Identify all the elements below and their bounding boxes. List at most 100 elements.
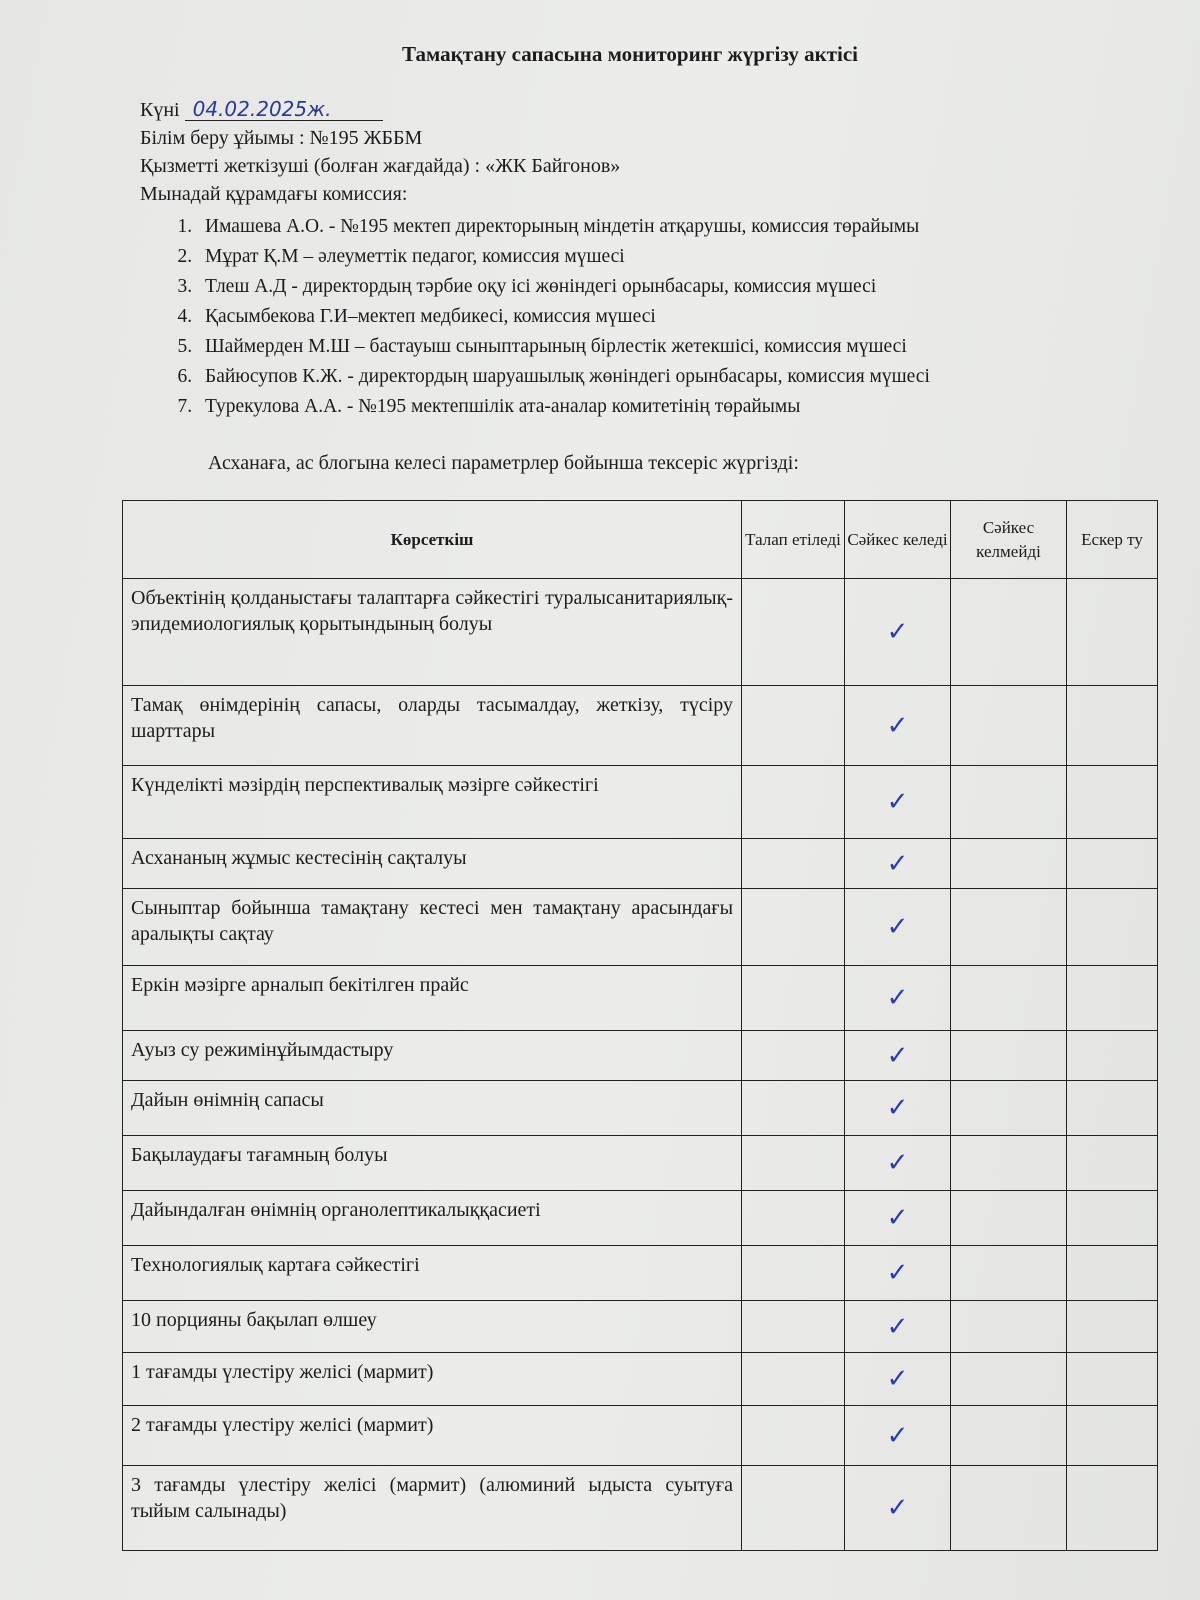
date-line: Күні 04.02.2025ж. [140,96,620,124]
check-mark-icon: ✓ [886,1258,909,1288]
not-complies-cell [950,578,1067,686]
not-complies-cell [950,1465,1067,1551]
note-cell [1066,965,1158,1031]
required-cell [741,1245,845,1301]
check-mark-icon: ✓ [886,617,909,647]
check-mark-icon: ✓ [886,1420,909,1451]
note-cell [1066,1465,1158,1551]
table-row: Күнделікті мәзірдің перспективалық мәзір… [122,765,1158,839]
indicator-cell: Күнделікті мәзірдің перспективалық мәзір… [122,765,742,839]
indicator-cell: Технологиялық картаға сәйкестігі [122,1245,742,1301]
indicator-cell: Дайындалған өнімнің органолептикалыққаси… [122,1190,742,1246]
required-cell [741,685,845,766]
note-cell [1066,1352,1158,1406]
required-cell [741,1080,845,1136]
not-complies-cell [950,1030,1067,1081]
check-mark-icon: ✓ [886,1148,909,1178]
note-cell [1066,1030,1158,1081]
required-cell [741,1465,845,1551]
header-complies: Сәйкес келеді [844,500,951,579]
supplier: Қызметті жеткізуші (болған жағдайда) : «… [140,155,621,177]
complies-cell: ✓ [844,578,951,686]
table-row: Дайындалған өнімнің органолептикалыққаси… [122,1190,1158,1246]
header-not-complies: Сәйкес келмейді [950,500,1067,579]
check-mark-icon: ✓ [886,1093,909,1123]
not-complies-cell [950,1135,1067,1191]
check-mark-icon: ✓ [886,1040,909,1071]
note-cell [1066,578,1158,686]
complies-cell: ✓ [844,1030,951,1081]
date-label: Күні [140,99,180,121]
complies-cell: ✓ [844,1352,951,1406]
not-complies-cell [950,965,1067,1031]
not-complies-cell [950,1190,1067,1246]
required-cell [741,1352,845,1406]
indicator-cell: 1 тағамды үлестіру желісі (мармит) [122,1352,742,1406]
commission-member: Тлеш А.Д - директордың тәрбие оқу ісі жө… [197,272,930,302]
indicator-cell: Дайын өнімнің сапасы [122,1080,742,1136]
complies-cell: ✓ [844,1135,951,1191]
note-cell [1066,838,1158,889]
check-mark-icon: ✓ [886,1493,909,1523]
table-body: Объектінің қолданыстағы талаптарға сәйке… [122,578,1158,1551]
commission-label: Мынадай құрамдағы комиссия: [140,183,408,205]
complies-cell: ✓ [844,965,951,1031]
required-cell [741,1300,845,1353]
table-row: Ауыз су режимінұйымдастыру ✓ [122,1030,1158,1081]
table-row: Тамақ өнімдерінің сапасы, оларды тасымал… [122,685,1158,766]
commission-list: Имашева А.О. - №195 мектеп директорының … [165,212,930,422]
commission-member: Мұрат Қ.М – әлеуметтік педагог, комиссия… [197,242,930,272]
check-mark-icon: ✓ [886,1203,909,1233]
required-cell [741,578,845,686]
check-mark-icon: ✓ [886,1311,909,1342]
indicator-cell: Еркін мәзірге арналып бекітілген прайс [122,965,742,1031]
table-row: 2 тағамды үлестіру желісі (мармит) ✓ [122,1405,1158,1466]
note-cell [1066,1080,1158,1136]
header-note: Ескер ту [1066,500,1158,579]
not-complies-cell [950,888,1067,966]
table-row: Еркін мәзірге арналып бекітілген прайс ✓ [122,965,1158,1031]
table-row: 10 порцияны бақылап өлшеу ✓ [122,1300,1158,1353]
complies-cell: ✓ [844,1405,951,1466]
indicator-cell: Ауыз су режимінұйымдастыру [122,1030,742,1081]
table-row: 1 тағамды үлестіру желісі (мармит) ✓ [122,1352,1158,1406]
complies-cell: ✓ [844,1190,951,1246]
table-row: Бақылаудағы тағамның болуы ✓ [122,1135,1158,1191]
document-meta: Күні 04.02.2025ж. Білім беру ұйымы : №19… [140,96,620,208]
table-row: Технологиялық картаға сәйкестігі ✓ [122,1245,1158,1301]
required-cell [741,838,845,889]
note-cell [1066,888,1158,966]
date-handwritten: 04.02.2025ж. [184,98,383,121]
not-complies-cell [950,1080,1067,1136]
complies-cell: ✓ [844,888,951,966]
organization: Білім беру ұйымы : №195 ЖББМ [140,127,423,149]
commission-member: Турекулова А.А. - №195 мектепшілік ата-а… [197,392,930,422]
note-cell [1066,1405,1158,1466]
note-cell [1066,685,1158,766]
header-indicator: Көрсеткіш [122,500,742,579]
required-cell [741,765,845,839]
not-complies-cell [950,838,1067,889]
note-cell [1066,1245,1158,1301]
table-row: Сыныптар бойынша тамақтану кестесі мен т… [122,888,1158,966]
required-cell [741,1190,845,1246]
table-row: Объектінің қолданыстағы талаптарға сәйке… [122,578,1158,686]
required-cell [741,1135,845,1191]
indicator-cell: Сыныптар бойынша тамақтану кестесі мен т… [122,888,742,966]
table-row: Асхананың жұмыс кестесінің сақталуы ✓ [122,838,1158,889]
inspection-table: Көрсеткіш Талап етіледі Сәйкес келеді Сә… [122,500,1158,1551]
not-complies-cell [950,1405,1067,1466]
indicator-cell: Объектінің қолданыстағы талаптарға сәйке… [122,578,742,686]
complies-cell: ✓ [844,765,951,839]
indicator-cell: 10 порцияны бақылап өлшеу [122,1300,742,1353]
required-cell [741,1030,845,1081]
check-mark-icon: ✓ [886,912,909,942]
note-cell [1066,765,1158,839]
complies-cell: ✓ [844,1300,951,1353]
header-required: Талап етіледі [741,500,845,579]
note-cell [1066,1135,1158,1191]
check-mark-icon: ✓ [886,710,909,741]
not-complies-cell [950,685,1067,766]
not-complies-cell [950,1352,1067,1406]
table-row: 3 тағамды үлестіру желісі (мармит) (алюм… [122,1465,1158,1551]
